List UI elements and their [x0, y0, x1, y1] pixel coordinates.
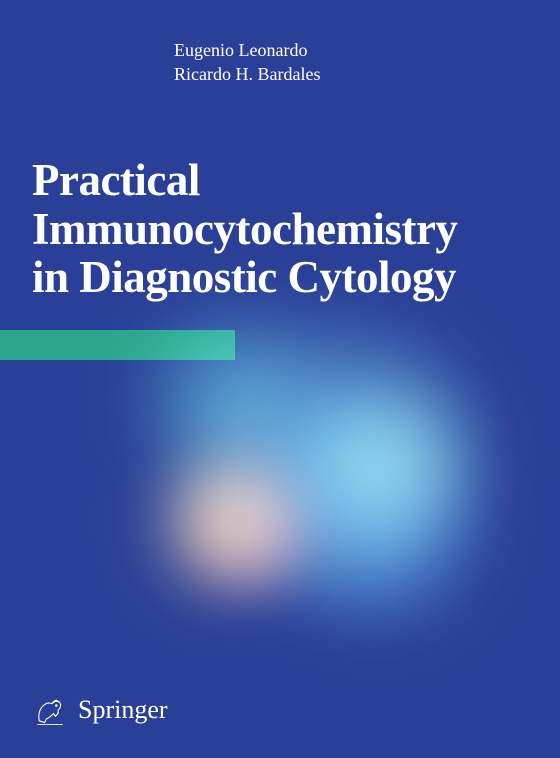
title-line: Immunocytochemistry: [32, 205, 457, 254]
publisher-brand: Springer: [32, 692, 168, 728]
cover-background: [0, 0, 560, 758]
book-title: Practical Immunocytochemistry in Diagnos…: [32, 156, 457, 302]
book-cover: Eugenio Leonardo Ricardo H. Bardales Pra…: [0, 0, 560, 758]
springer-horse-icon: [32, 692, 68, 728]
accent-band: [0, 330, 235, 360]
title-line: in Diagnostic Cytology: [32, 253, 457, 302]
author-name: Eugenio Leonardo: [174, 38, 320, 62]
publisher-name: Springer: [78, 695, 168, 725]
title-line: Practical: [32, 156, 457, 205]
author-name: Ricardo H. Bardales: [174, 62, 320, 86]
author-block: Eugenio Leonardo Ricardo H. Bardales: [174, 38, 320, 87]
